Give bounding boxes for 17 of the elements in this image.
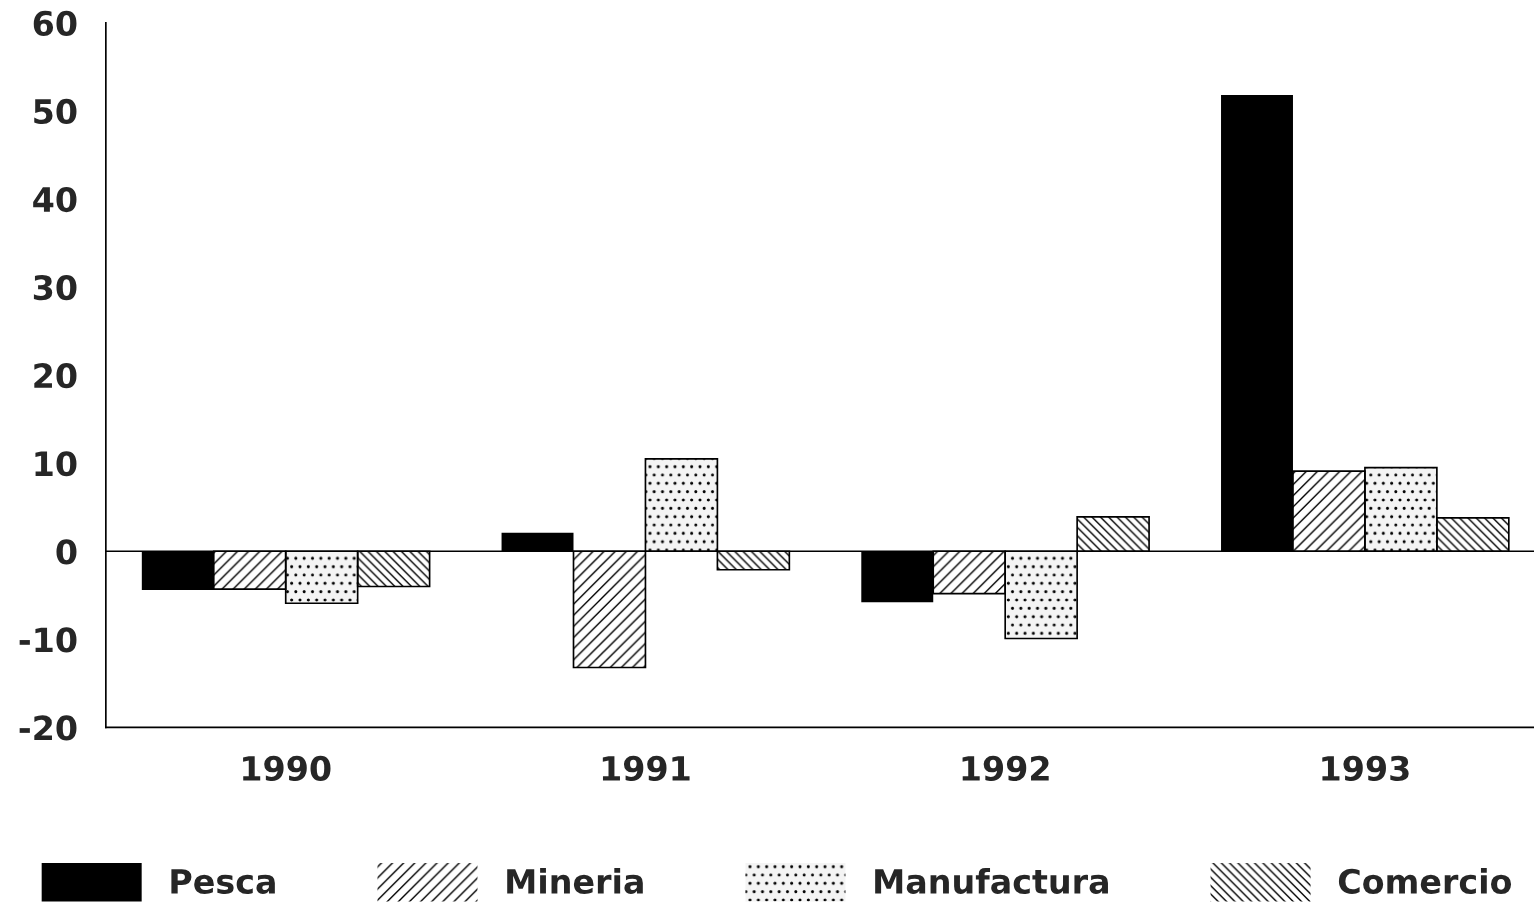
y-tick-label: -20: [19, 715, 77, 741]
y-tick-label: -10: [19, 627, 77, 653]
legend-label: Pesca: [171, 869, 275, 894]
x-tick-label: 1992: [962, 755, 1049, 781]
legend-label: Manufactura: [875, 868, 1108, 894]
x-tick-label: 1993: [1322, 755, 1409, 781]
legend-label: Comercio: [1338, 868, 1512, 894]
x-tick-label: 1991: [602, 755, 690, 781]
y-tick-label: 20: [34, 363, 77, 389]
y-tick-label: 50: [34, 98, 77, 125]
y-tick-label: 40: [33, 186, 77, 213]
y-tick-label: 60: [33, 10, 77, 37]
x-tick-label: 1990: [243, 755, 331, 781]
y-tick-label: 30: [33, 275, 77, 301]
legend-label: Mineria: [507, 868, 643, 894]
y-tick-label: 10: [35, 451, 77, 477]
y-tick-label: 0: [56, 539, 77, 565]
